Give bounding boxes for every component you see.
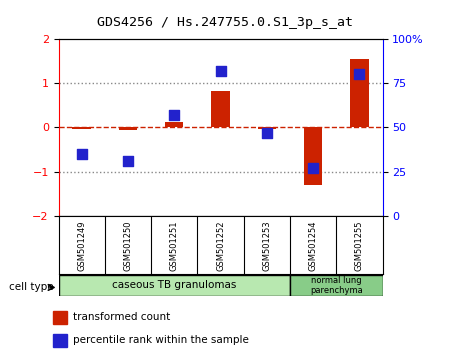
Bar [53,311,67,324]
Bar [165,122,184,127]
Point [171,112,178,118]
Bar [53,334,67,347]
Text: transformed count: transformed count [73,312,170,322]
Text: GSM501250: GSM501250 [123,221,132,271]
Bar [72,127,91,129]
Point [310,165,317,171]
Text: GSM501254: GSM501254 [309,221,318,271]
Bar [58,275,290,296]
Text: cell type: cell type [9,282,54,292]
Point [217,68,224,74]
Bar [290,275,382,296]
Text: GSM501251: GSM501251 [170,221,179,271]
Bar [257,127,276,129]
Point [124,158,131,164]
Point [356,72,363,77]
Point [78,151,85,157]
Text: GSM501255: GSM501255 [355,221,364,271]
Point [263,130,270,136]
Text: normal lung
parenchyma: normal lung parenchyma [310,276,363,295]
Text: GSM501253: GSM501253 [262,221,271,271]
Bar [211,91,230,127]
Bar [119,127,137,130]
Text: GSM501249: GSM501249 [77,221,86,271]
Text: percentile rank within the sample: percentile rank within the sample [73,335,248,346]
Text: GDS4256 / Hs.247755.0.S1_3p_s_at: GDS4256 / Hs.247755.0.S1_3p_s_at [97,16,353,29]
Bar [350,59,369,127]
Text: GSM501252: GSM501252 [216,221,225,271]
Bar [304,127,322,185]
Text: caseous TB granulomas: caseous TB granulomas [112,280,236,290]
